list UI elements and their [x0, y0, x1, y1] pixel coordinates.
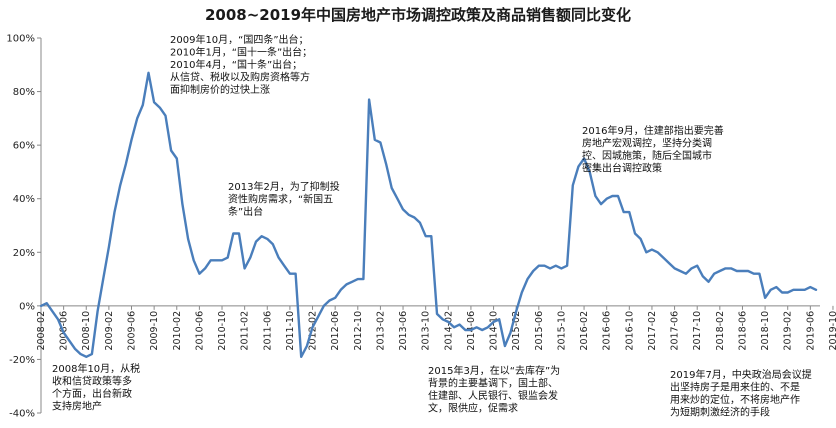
- x-tick-label: 2012-06: [330, 311, 341, 351]
- annotation-text: 2019年7月，中央政治局会议提出坚持房子是用来住的、不是用来炒的定位，不将房地…: [670, 368, 812, 419]
- x-axis: 2008-02 2008-06 2008-10 2009-02 2009-06 2009-…: [36, 305, 836, 351]
- x-tick-label: 2009-06: [127, 311, 138, 351]
- annotation-line: 出坚持房子是用来住的、不是: [670, 381, 800, 394]
- x-tick-label: 2012-10: [353, 311, 364, 351]
- x-tick-label: 2015-02: [511, 311, 522, 351]
- annotation-line: 面抑制房价的过快上涨: [170, 83, 270, 96]
- x-tick-label: 2017-06: [670, 311, 681, 351]
- annotation-line: 支持房地产: [52, 400, 102, 413]
- annotation-text: 2015年3月，在以“去库存”为背景的主要基调下，国土部、住建部、人民银行、银监…: [428, 364, 560, 415]
- x-tick-label: 2017-02: [647, 311, 658, 351]
- series-layer: [39, 71, 818, 358]
- annotation-line: 资性购房需求，“新国五: [228, 193, 333, 206]
- annotation-line: 住建部、人民银行、银监会发: [428, 389, 558, 402]
- x-tick-label: 2019-10: [828, 311, 836, 351]
- annotation-line: 文，限供应，促需求: [428, 402, 518, 415]
- x-tick-label: 2019-02: [783, 311, 794, 351]
- x-tick-label: 2010-10: [217, 311, 228, 351]
- x-tick-label: 2013-06: [398, 311, 409, 351]
- annotation-line: 用来炒的定位，不将房地产作: [670, 393, 800, 406]
- x-tick-label: 2016-06: [602, 311, 613, 351]
- x-tick-label: 2009-02: [104, 311, 115, 351]
- series-line: [39, 71, 818, 358]
- y-axis: 100% 80% 60% 40% 20% 0% -20% -40%: [6, 34, 42, 420]
- y-tick-label: 20%: [13, 248, 35, 259]
- annotation-line: 2019年7月，中央政治局会议提: [670, 368, 812, 381]
- x-tick-label: 2019-06: [805, 311, 816, 351]
- x-tick-label: 2012-02: [308, 311, 319, 351]
- annotation-line: 控、因城施策，随后全国城市: [582, 149, 712, 162]
- x-tick-label: 2010-02: [172, 311, 183, 351]
- x-tick-label: 2008-06: [59, 311, 70, 351]
- x-tick-label: 2014-10: [489, 311, 500, 351]
- x-tick-label: 2015-10: [556, 311, 567, 351]
- annotation-layer: 2009年10月，“国四条”出台； 2010年1月，“国十一条”出台； 2010年4…: [52, 33, 812, 419]
- y-tick-label: 40%: [13, 194, 35, 205]
- x-tick-label: 2014-02: [443, 311, 454, 351]
- annotation-line: 2010年4月，“国十条”出台；: [170, 58, 302, 71]
- annotation-line: 密集出台调控政策: [582, 162, 662, 175]
- x-tick-label: 2013-10: [421, 311, 432, 351]
- x-tick-label: 2018-02: [715, 311, 726, 351]
- annotation-line: 2008年10月，从税: [52, 362, 140, 375]
- y-tick-label: 0%: [19, 301, 35, 312]
- annotation-line: 2009年10月，“国四条”出台；: [170, 33, 309, 46]
- annotation-line: 收和信贷政策等多: [52, 375, 132, 388]
- x-tick-label: 2018-10: [760, 311, 771, 351]
- annotation-line: 2015年3月，在以“去库存”为: [428, 364, 560, 377]
- x-tick-label: 2018-06: [737, 311, 748, 351]
- y-tick-label: 80%: [13, 87, 35, 98]
- x-tick-label: 2009-10: [149, 311, 160, 351]
- annotation-line: 从信贷、税收以及购房资格等方: [170, 71, 310, 84]
- annotation-text: 2009年10月，“国四条”出台； 2010年1月，“国十一条”出台； 2010年4…: [170, 33, 312, 96]
- chart-title: 2008~2019年中国房地产市场调控政策及商品销售额同比变化: [205, 6, 631, 24]
- x-tick-label: 2008-10: [81, 311, 92, 351]
- annotation-text: 2016年9月，住建部指出要完善房地产宏观调控，坚持分类调控、因城施策，随后全国…: [582, 124, 724, 175]
- annotation-text: 2008年10月，从税收和信贷政策等多个方面，出台新政支持房地产: [52, 362, 140, 413]
- x-tick-label: 2015-06: [534, 311, 545, 351]
- x-tick-label: 2011-10: [285, 311, 296, 351]
- x-tick-label: 2008-02: [36, 311, 47, 351]
- y-tick-label: 100%: [6, 34, 35, 45]
- x-tick-label: 2010-06: [194, 311, 205, 351]
- y-tick-label: -20%: [9, 355, 35, 366]
- x-tick-label: 2016-10: [624, 311, 635, 351]
- annotation-line: 2010年1月，“国十一条”出台；: [170, 46, 312, 59]
- annotation-line: 房地产宏观调控，坚持分类调: [582, 137, 712, 150]
- annotation-line: 条”出台: [228, 205, 263, 218]
- annotation-line: 个方面，出台新政: [52, 387, 132, 400]
- annotation-line: 背景的主要基调下，国土部、: [428, 377, 558, 390]
- y-tick-label: 60%: [13, 141, 35, 152]
- x-tick-label: 2011-06: [262, 311, 273, 351]
- y-tick-label: -40%: [9, 409, 35, 420]
- annotation-line: 2016年9月，住建部指出要完善: [582, 124, 724, 137]
- x-tick-label: 2017-10: [692, 311, 703, 351]
- x-tick-label: 2013-02: [375, 311, 386, 351]
- x-tick-label: 2011-02: [240, 311, 251, 351]
- annotation-line: 为短期刺激经济的手段: [670, 406, 770, 419]
- x-tick-label: 2016-02: [579, 311, 590, 351]
- annotation-text: 2013年2月，为了抑制投资性购房需求，“新国五条”出台: [228, 180, 340, 218]
- annotation-line: 2013年2月，为了抑制投: [228, 180, 340, 193]
